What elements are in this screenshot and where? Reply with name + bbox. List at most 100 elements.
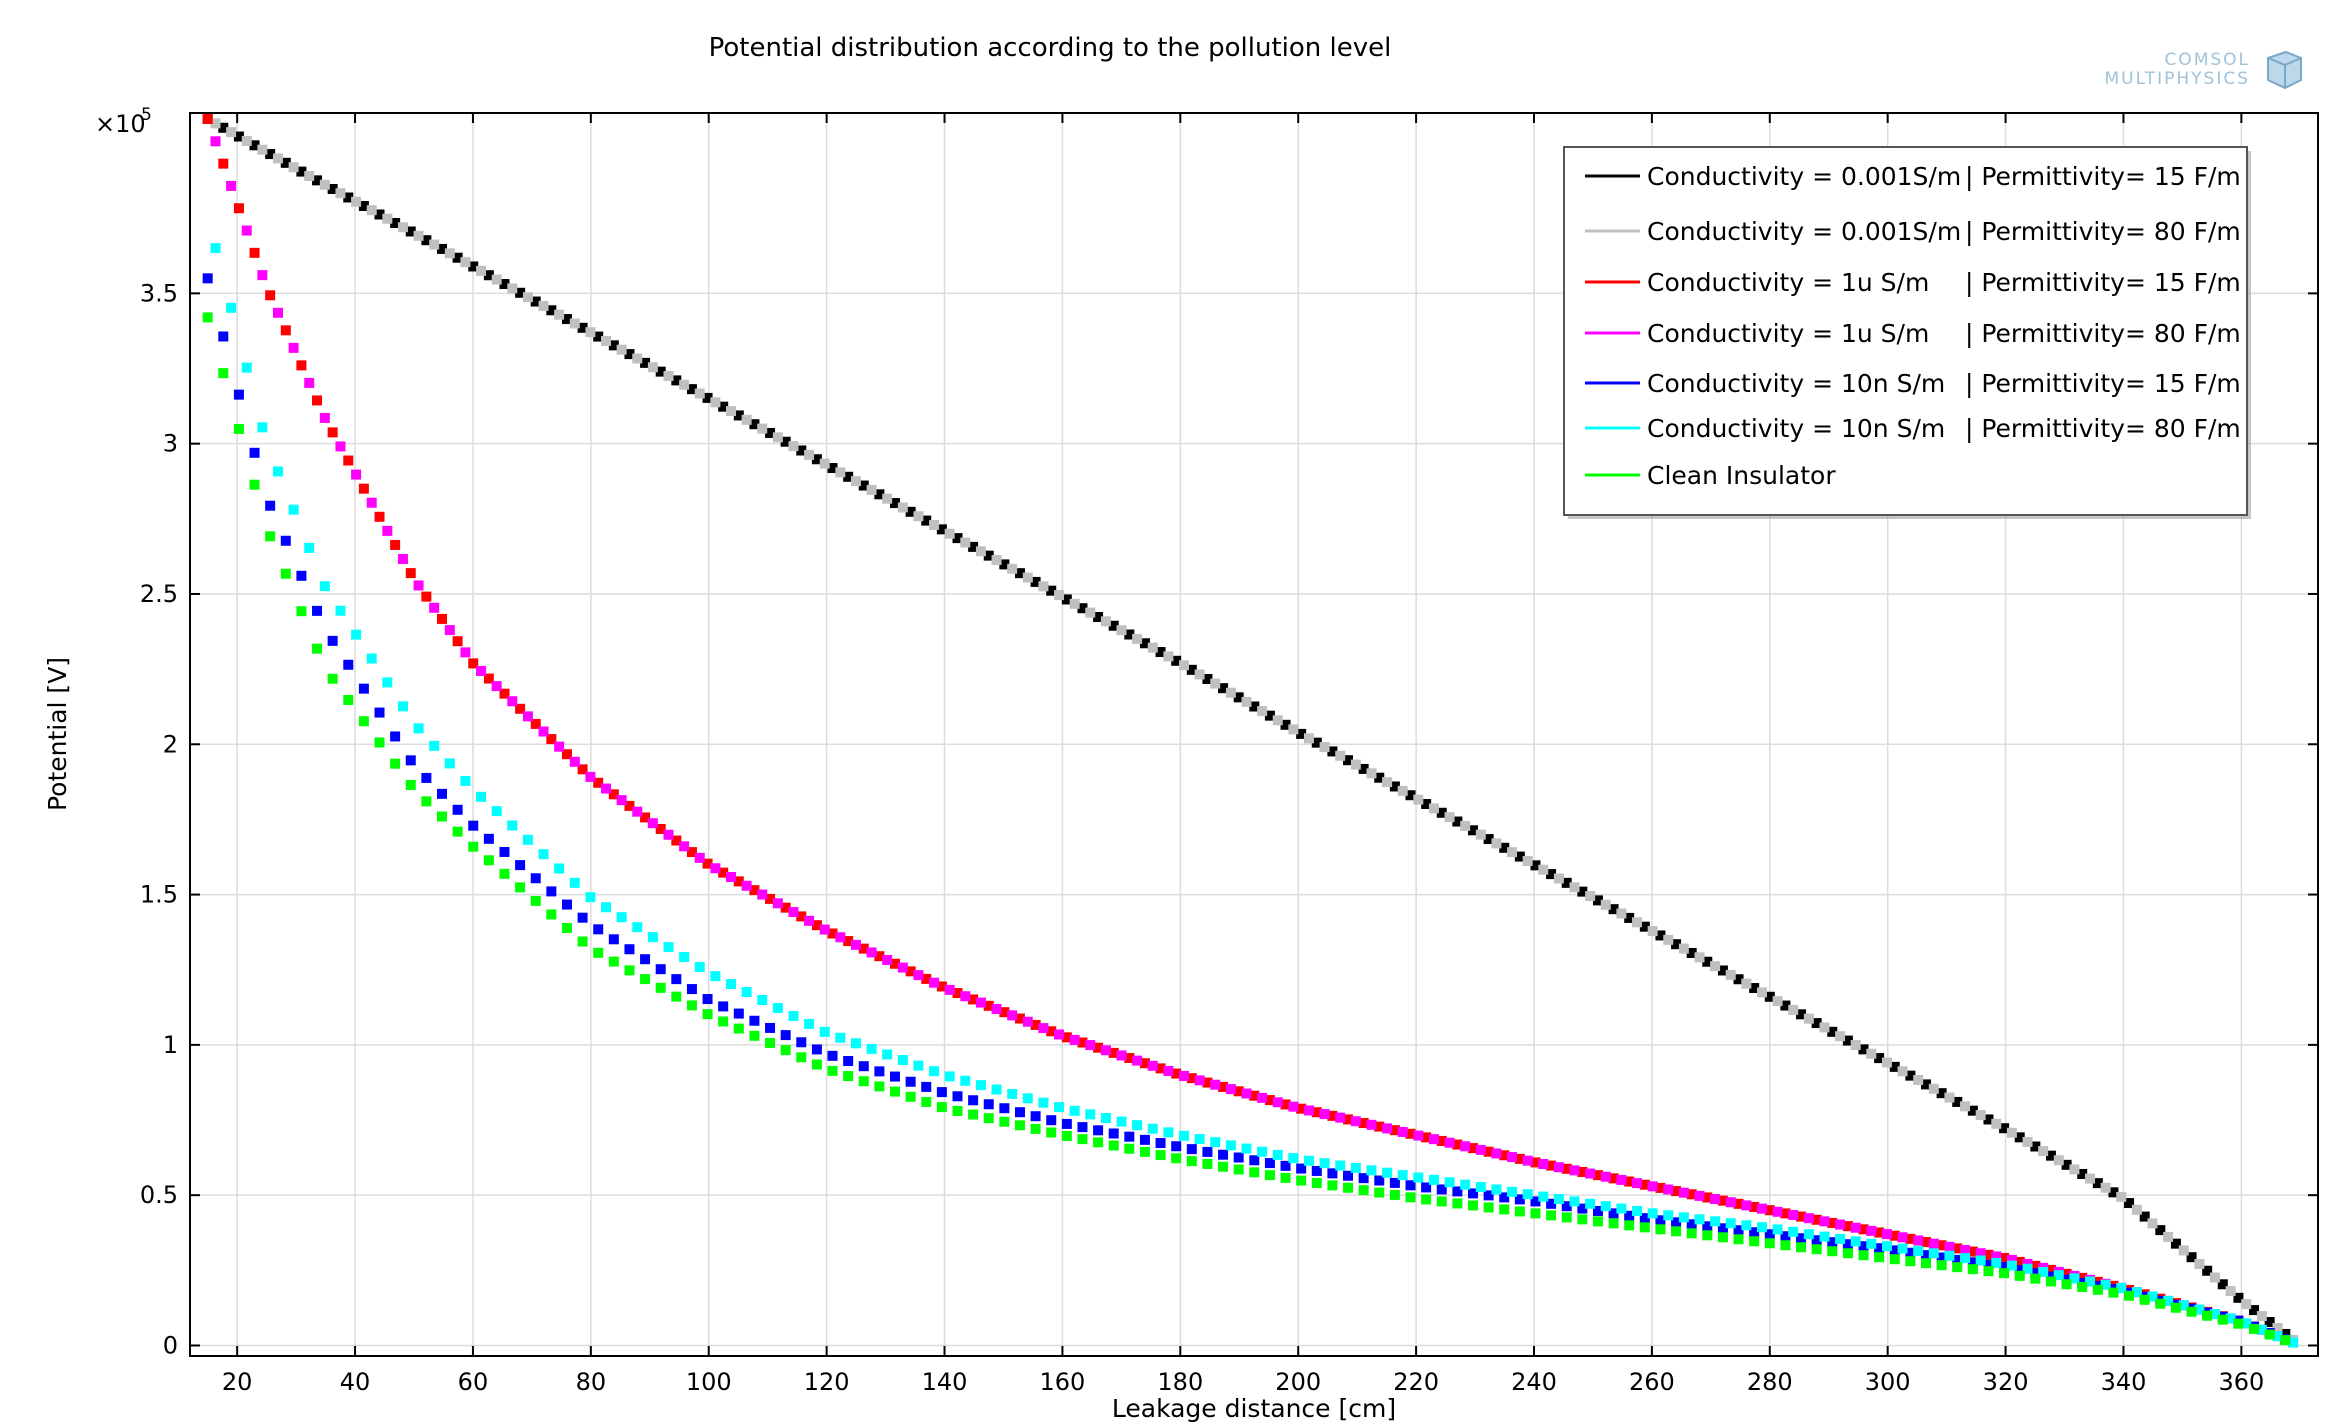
data-point [1991,1118,2002,1129]
data-point [1218,1081,1229,1092]
y-tick-label: 0 [163,1331,178,1359]
data-point [272,153,283,164]
data-point [1827,1026,1838,1037]
data-point [2085,1276,2096,1287]
data-point [1030,1111,1041,1122]
data-point [671,835,682,846]
data-point [1647,926,1658,937]
data-point [1780,1231,1791,1242]
data-point [210,243,221,254]
data-point [897,962,908,973]
data-point [1436,807,1447,818]
data-point [2163,1295,2174,1306]
data-point [1108,1140,1119,1151]
data-point [1608,1218,1619,1229]
data-point [1085,1040,1096,1051]
data-point [2022,1136,2033,1147]
data-point [1100,616,1111,627]
data-point [218,331,229,342]
data-point [437,788,447,799]
data-point [1686,1219,1697,1230]
data-point [624,349,635,360]
data-point [202,312,213,323]
data-point [437,613,447,624]
data-point [1460,1141,1471,1152]
data-point [624,965,635,976]
data-point [2280,1328,2291,1339]
data-point [1194,1133,1205,1144]
data-point [1007,1010,1018,1021]
data-point [1194,1075,1205,1086]
data-point [702,858,713,869]
data-point [655,982,666,993]
data-point [2069,1164,2080,1175]
data-point [1249,1090,1260,1101]
data-point [647,932,658,943]
data-point [788,907,799,918]
data-point [1139,1134,1150,1145]
data-point [897,502,908,513]
data-point [405,755,416,766]
data-point [616,795,627,806]
data-point [874,1081,885,1092]
data-point [1569,882,1580,893]
data-point [1171,1153,1182,1164]
data-point [843,1071,854,1082]
data-point [1366,768,1377,779]
data-point [686,384,697,395]
data-point [1749,1202,1760,1213]
data-point [1428,1174,1439,1185]
data-point [507,696,518,707]
data-point [1866,1238,1877,1249]
data-point [2217,1279,2228,1290]
data-point [1624,1220,1635,1231]
data-point [491,274,502,285]
data-point [2069,1273,2080,1284]
data-point [601,902,612,913]
data-point [882,954,893,965]
data-point [686,984,697,995]
data-point [1374,1121,1385,1132]
data-point [1116,1050,1127,1061]
data-point [1241,1143,1252,1154]
data-point [1272,1149,1283,1160]
data-point [460,257,471,268]
data-point [1874,1227,1885,1238]
data-point [1061,1130,1072,1141]
data-point [1756,987,1767,998]
data-point [1374,1187,1385,1198]
data-point [1335,1112,1346,1123]
data-point [1577,886,1588,897]
data-point [1061,594,1072,605]
data-point [827,1050,838,1061]
data-point [1233,1152,1244,1163]
data-point [1397,1170,1408,1181]
data-point [1663,934,1674,945]
data-point [1967,1264,1978,1275]
data-point [241,362,252,373]
data-point [1616,1203,1627,1214]
data-point [483,270,494,281]
data-point [1225,687,1236,698]
data-point [476,265,487,276]
data-point [554,863,565,874]
data-point [2225,1313,2236,1324]
data-point [1218,1149,1229,1160]
data-point [1624,1210,1635,1221]
data-point [1928,1248,1939,1259]
data-point [835,932,846,943]
data-point [1108,1128,1119,1139]
data-point [1022,1093,1033,1104]
data-point [1592,1170,1603,1181]
data-point [952,1091,963,1102]
data-point [593,924,604,935]
data-point [890,498,901,509]
data-point [718,1001,729,1012]
data-point [2045,1276,2056,1287]
data-point [1327,746,1338,757]
data-point [1764,1205,1775,1216]
data-point [1827,1246,1838,1257]
data-point [608,934,619,945]
data-point [780,902,791,913]
